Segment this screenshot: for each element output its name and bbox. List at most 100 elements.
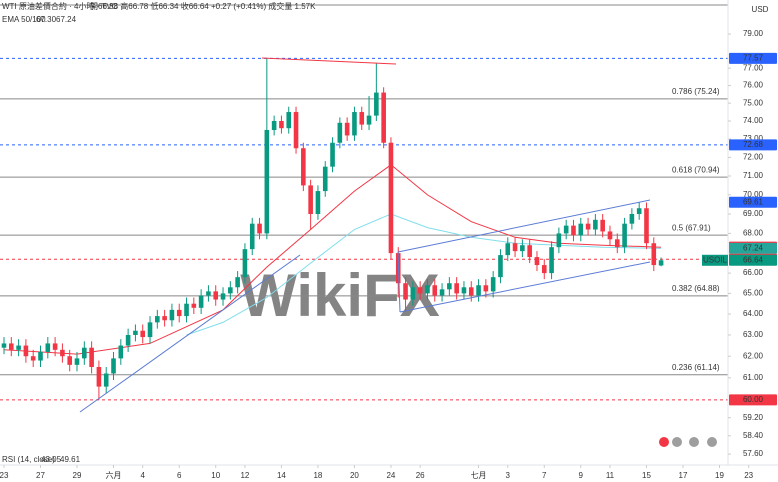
symbol-title: WTI 原油差價合約 · 4小時 · TVC bbox=[2, 1, 118, 11]
candle-body bbox=[184, 303, 189, 317]
y-tick-label: 63.00 bbox=[743, 330, 764, 339]
price-tag bbox=[729, 52, 777, 64]
candle-body bbox=[556, 233, 562, 248]
candle-body bbox=[74, 358, 80, 365]
candle-body bbox=[228, 287, 233, 294]
candle-body bbox=[140, 330, 146, 338]
candle-body bbox=[490, 277, 496, 292]
candle-body bbox=[235, 277, 240, 288]
candle-body bbox=[133, 330, 138, 335]
y-tick-label: 68.00 bbox=[743, 229, 764, 238]
candle-body bbox=[301, 148, 306, 186]
x-tick-label: 15 bbox=[642, 471, 651, 480]
x-tick-label: 18 bbox=[313, 471, 322, 480]
candle-body bbox=[249, 223, 255, 250]
event-icon[interactable] bbox=[689, 437, 699, 447]
candle-body bbox=[571, 225, 576, 236]
rsi-value: 43.05 bbox=[41, 455, 62, 464]
price-tag-label: 60.00 bbox=[743, 395, 764, 404]
candle-body bbox=[198, 295, 204, 308]
candle-body bbox=[366, 115, 372, 125]
candle-body bbox=[417, 287, 423, 294]
candle-body bbox=[30, 356, 36, 361]
candle-body bbox=[1, 343, 7, 348]
symbol-tag bbox=[702, 254, 728, 266]
price-tag-label: 66.64 bbox=[743, 255, 764, 264]
candle-body bbox=[447, 283, 452, 290]
candle-body bbox=[520, 245, 525, 252]
price-tag-label: 67.24 bbox=[743, 243, 764, 252]
symbol-tag-label: USOIL bbox=[703, 255, 728, 264]
price-tag bbox=[729, 139, 777, 151]
candle-body bbox=[264, 130, 270, 234]
x-tick-label: 4 bbox=[140, 471, 145, 480]
price-tag bbox=[729, 242, 777, 254]
fib-label: 0.236 (61.14) bbox=[672, 363, 720, 372]
candle-body bbox=[600, 219, 605, 232]
ohlc-text: 開66.38 高66.78 低66.34 收66.64 +0.27 (+0.41… bbox=[90, 1, 316, 11]
candle-body bbox=[425, 285, 430, 294]
candle-body bbox=[374, 92, 379, 116]
candle-body bbox=[585, 223, 591, 230]
candle-body bbox=[125, 334, 131, 346]
candle-body bbox=[220, 293, 226, 300]
price-tag bbox=[729, 254, 777, 266]
x-tick-label: 24 bbox=[386, 471, 395, 480]
candle-body bbox=[147, 322, 153, 338]
y-tick-label: 66.00 bbox=[743, 268, 764, 277]
price-tag-label: 72.68 bbox=[743, 140, 764, 149]
candle-body bbox=[432, 285, 438, 296]
price-tag-label: 77.57 bbox=[743, 53, 764, 62]
x-tick-label: 7 bbox=[542, 471, 547, 480]
candle-body bbox=[403, 283, 408, 300]
event-icon[interactable] bbox=[659, 437, 669, 447]
candle-body bbox=[578, 223, 584, 236]
candle-body bbox=[52, 343, 58, 350]
fib-label: 0.382 (64.88) bbox=[672, 284, 720, 293]
event-icon[interactable] bbox=[672, 437, 682, 447]
x-tick-label: 14 bbox=[277, 471, 286, 480]
x-tick-label: 23 bbox=[0, 471, 9, 480]
candle-body bbox=[651, 243, 657, 266]
plot-layer: 0.786 (75.24) 0.618 (70.94) 0.5 (67.91) 0.3… bbox=[0, 57, 728, 401]
candle-body bbox=[330, 142, 335, 167]
candle-body bbox=[483, 285, 489, 292]
candle-body bbox=[476, 285, 481, 296]
candle-body bbox=[89, 347, 94, 368]
trendline bbox=[79, 254, 301, 413]
candle-body bbox=[622, 223, 627, 248]
candle-body bbox=[439, 289, 445, 296]
event-icon[interactable] bbox=[707, 437, 717, 447]
y-tick-label: 58.40 bbox=[743, 431, 764, 440]
candle-body bbox=[191, 303, 197, 308]
candle-body bbox=[498, 255, 503, 278]
price-tag bbox=[729, 196, 777, 208]
x-tick-label: 27 bbox=[36, 471, 45, 480]
candle-body bbox=[38, 351, 43, 361]
x-tick-label: 20 bbox=[350, 471, 359, 480]
candle-body bbox=[410, 287, 416, 300]
candle-body bbox=[607, 231, 613, 240]
y-tick-label: 59.20 bbox=[743, 413, 764, 422]
currency: USD bbox=[752, 5, 769, 14]
candle-body bbox=[206, 291, 211, 296]
candle-body bbox=[322, 166, 328, 192]
candle-body bbox=[308, 185, 313, 215]
candle-body bbox=[286, 112, 292, 129]
y-tick-label: 61.00 bbox=[743, 373, 764, 382]
candle-body bbox=[344, 122, 350, 136]
candle-body bbox=[563, 225, 569, 234]
candle-body bbox=[16, 345, 21, 350]
candle-body bbox=[293, 112, 299, 149]
candle-body bbox=[315, 191, 321, 215]
rsi-value: 49.61 bbox=[60, 455, 81, 464]
candle-body bbox=[213, 291, 219, 300]
x-tick-label: 9 bbox=[579, 471, 584, 480]
candle-body bbox=[527, 245, 532, 258]
y-tick-label: 71.00 bbox=[743, 171, 764, 180]
channel-line bbox=[397, 199, 651, 253]
candle-body bbox=[103, 373, 109, 387]
y-tick-label: 57.60 bbox=[743, 449, 764, 458]
candle-body bbox=[629, 214, 635, 224]
